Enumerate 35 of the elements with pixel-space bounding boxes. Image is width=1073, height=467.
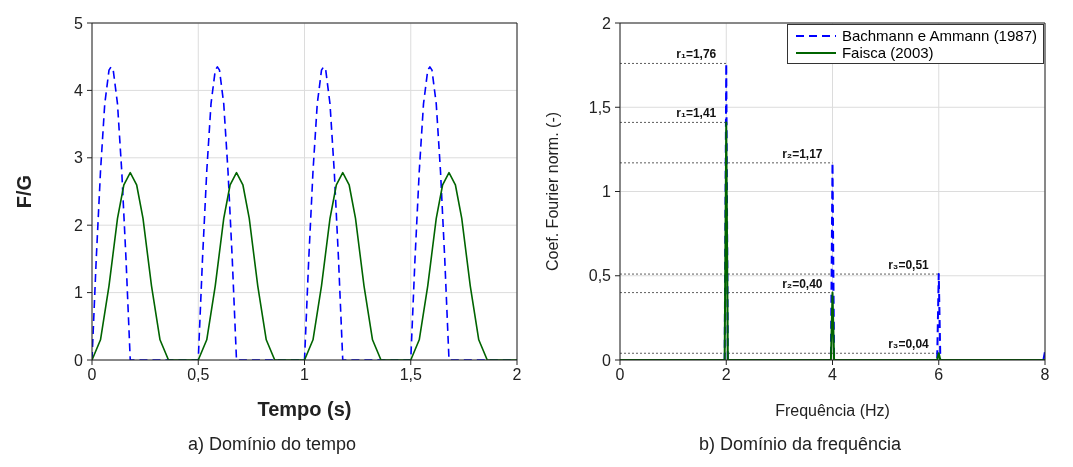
legend-label: Faisca (2003) <box>841 44 934 61</box>
legend-label: Bachmann e Ammann (1987) <box>841 27 1037 44</box>
x-axis-title: Tempo (s) <box>257 398 352 420</box>
x-tick-label: 4 <box>828 366 838 384</box>
y-tick-label: 2 <box>602 14 612 32</box>
y-tick-label: 5 <box>74 14 84 32</box>
x-tick-label: 8 <box>1040 366 1050 384</box>
annotation: r₂=0,40 <box>782 276 823 291</box>
annotation: r₂=1,17 <box>782 146 823 161</box>
annotation: r₃=0,51 <box>888 258 930 273</box>
y-tick-label: 1 <box>602 183 612 201</box>
x-tick-label: 1 <box>300 366 310 384</box>
y-tick-label: 1,5 <box>588 98 612 116</box>
text: a) Domínio do tempo <box>186 434 358 455</box>
x-tick-label: 1,5 <box>399 366 422 384</box>
y-tick-label: 2 <box>74 216 84 234</box>
annotation: r₁=1,41 <box>676 106 717 121</box>
x-tick-label: 2 <box>721 366 731 384</box>
y-axis-title: Coef. Fourier norm. (-) <box>543 111 561 272</box>
y-tick-label: 1 <box>74 284 84 302</box>
y-tick-label: 3 <box>74 149 84 167</box>
x-tick-label: 0 <box>87 366 97 384</box>
y-tick-label: 4 <box>74 82 84 100</box>
x-axis-title: Frequência (Hz) <box>775 402 890 419</box>
x-tick-label: 6 <box>934 366 944 384</box>
y-tick-label: 0 <box>602 351 612 369</box>
y-tick-label: 0 <box>74 351 84 369</box>
y-tick-label: 0,5 <box>588 267 612 285</box>
x-tick-label: 2 <box>512 366 522 384</box>
annotation: r₃=0,04 <box>888 337 930 352</box>
y-axis-title: F/G <box>13 174 36 209</box>
x-tick-label: 0 <box>615 366 625 384</box>
text: b) Domínio da frequência <box>697 434 903 455</box>
annotation: r₁=1,76 <box>676 47 717 62</box>
x-tick-label: 0,5 <box>187 366 210 384</box>
